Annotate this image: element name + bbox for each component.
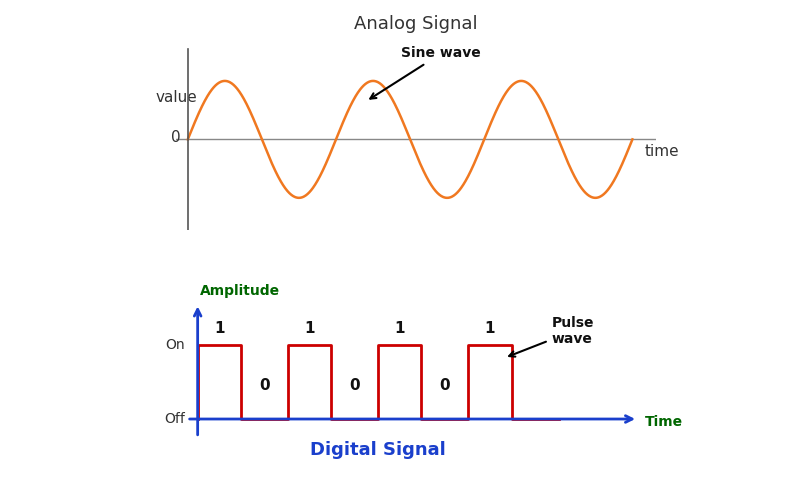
- Text: time: time: [644, 144, 679, 158]
- Text: 0: 0: [350, 378, 360, 393]
- Text: 1: 1: [394, 320, 405, 336]
- Text: Off: Off: [164, 412, 185, 426]
- Text: 0: 0: [171, 130, 181, 144]
- Text: On: On: [166, 338, 185, 351]
- Text: 1: 1: [214, 320, 225, 336]
- Text: Amplitude: Amplitude: [199, 284, 279, 298]
- Text: Digital Signal: Digital Signal: [310, 442, 446, 460]
- Text: 0: 0: [259, 378, 270, 393]
- Text: 1: 1: [485, 320, 495, 336]
- Title: Analog Signal: Analog Signal: [354, 15, 478, 33]
- Text: 1: 1: [304, 320, 314, 336]
- Text: Time: Time: [645, 415, 683, 429]
- Text: Sine wave: Sine wave: [370, 46, 481, 98]
- Text: value: value: [155, 90, 198, 105]
- Text: 0: 0: [439, 378, 450, 393]
- Text: Pulse
wave: Pulse wave: [509, 316, 594, 356]
